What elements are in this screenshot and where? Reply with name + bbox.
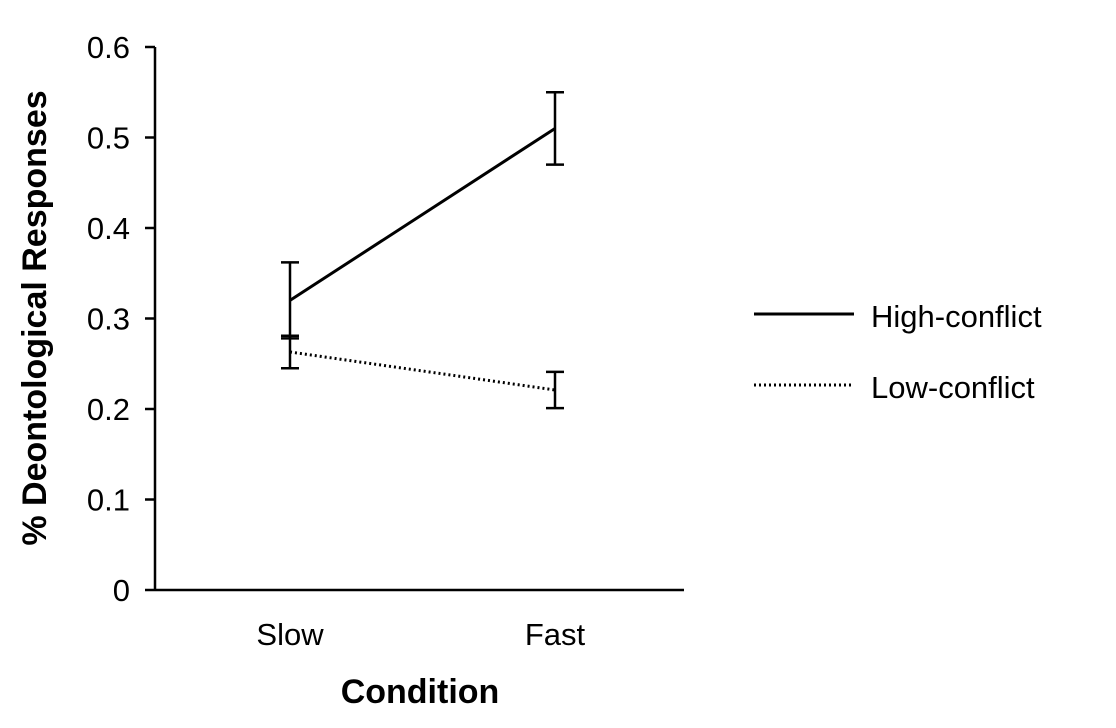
y-tick-label: 0.1 [87, 483, 130, 518]
y-tick-label: 0.4 [87, 211, 130, 246]
y-tick-label: 0.5 [87, 121, 130, 156]
y-tick-label: 0.3 [87, 302, 130, 337]
legend: High-conflict Low-conflict [754, 299, 1042, 405]
axes [153, 47, 684, 592]
y-ticks: 0 0.1 0.2 0.3 0.4 0.5 0.6 [87, 30, 155, 608]
legend-label-high-conflict: High-conflict [871, 299, 1042, 334]
y-tick-label: 0.6 [87, 30, 130, 65]
error-bar-low-conflict-slow [281, 334, 299, 370]
x-ticks: Slow Fast [256, 617, 585, 652]
error-bar-low-conflict-fast [546, 370, 564, 410]
legend-label-low-conflict: Low-conflict [871, 370, 1035, 405]
y-axis-title: % Deontological Responses [16, 90, 54, 545]
error-bar-high-conflict-slow [281, 261, 299, 340]
error-bar-high-conflict-fast [546, 91, 564, 166]
y-tick-label: 0 [113, 573, 130, 608]
series-layer [281, 91, 564, 410]
series-low-conflict [281, 334, 564, 410]
series-line-low-conflict [289, 350, 556, 392]
y-tick-label: 0.2 [87, 392, 130, 427]
x-axis-title: Condition [341, 673, 500, 711]
x-tick-label-fast: Fast [525, 617, 586, 652]
series-line-high-conflict [289, 127, 556, 302]
series-high-conflict [281, 91, 564, 340]
x-tick-label-slow: Slow [256, 617, 324, 652]
